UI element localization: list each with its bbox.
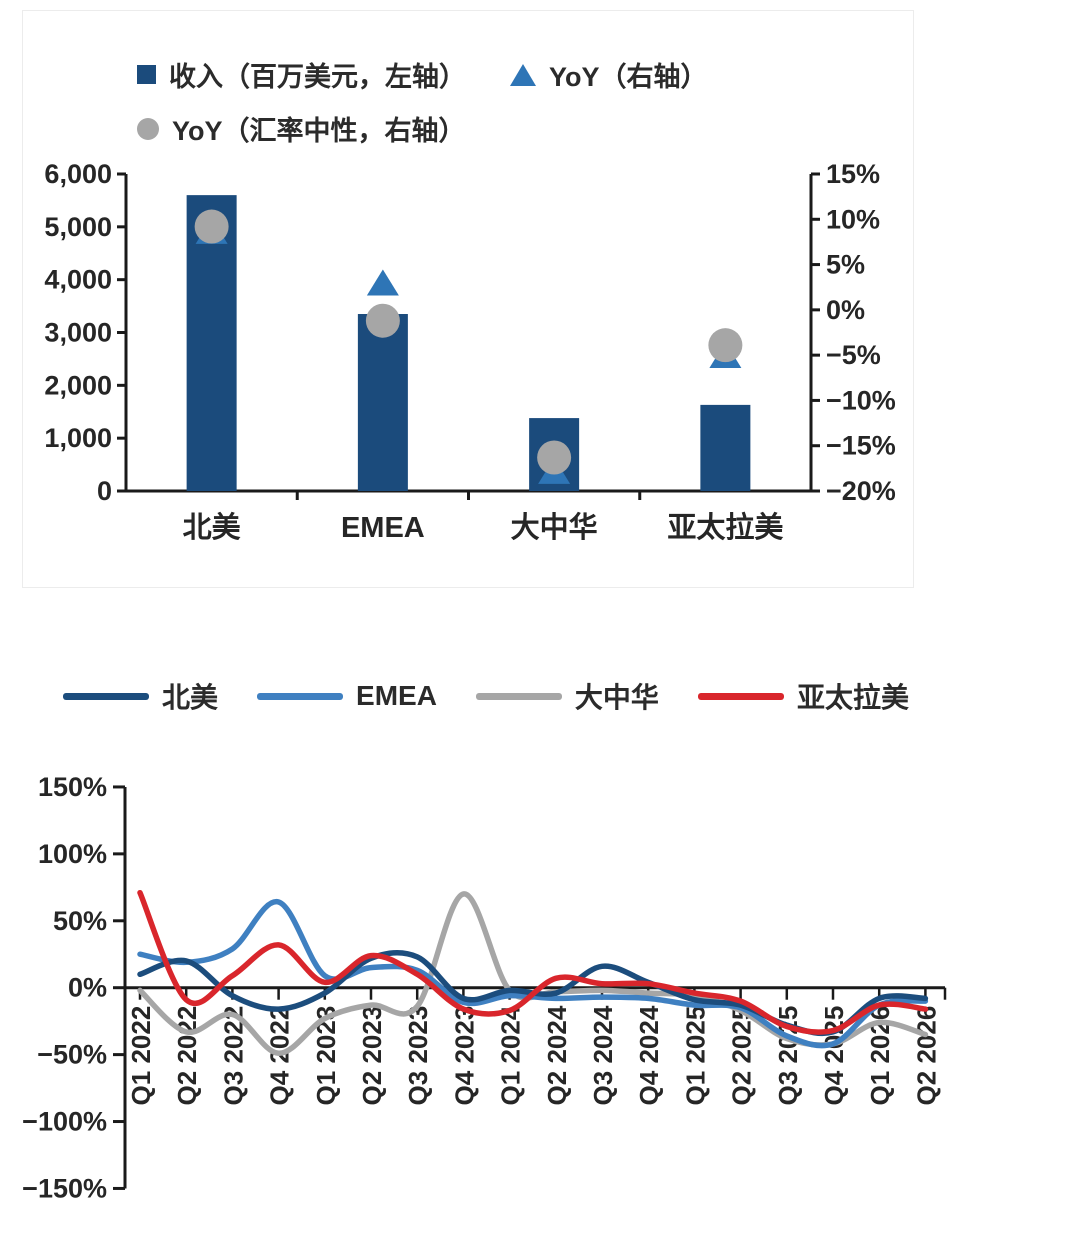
svg-text:Q4 2023: Q4 2023 <box>449 1006 479 1106</box>
legend-item-north-america: 北美 <box>63 676 218 716</box>
line-swatch-icon <box>475 692 562 700</box>
svg-text:Q1 2024: Q1 2024 <box>496 1005 526 1105</box>
bar-chart-legend-row-1: 收入（百万美元，左轴） YoY（右轴） <box>137 55 708 94</box>
circle-marker-icon <box>137 117 159 140</box>
svg-text:大中华: 大中华 <box>511 511 598 544</box>
svg-text:100%: 100% <box>38 839 107 869</box>
svg-text:Q3 2023: Q3 2023 <box>403 1006 433 1106</box>
legend-label-apac-latam: 亚太拉美 <box>796 682 909 713</box>
svg-text:Q3 2024: Q3 2024 <box>588 1005 618 1105</box>
svg-text:50%: 50% <box>53 906 107 936</box>
svg-text:EMEA: EMEA <box>341 512 425 544</box>
yoy-line-chart-panel: 北美 EMEA 大中华 亚太拉美 150% 100% 50% 0% −50% −100% −… <box>0 620 1080 1243</box>
svg-text:Q1 2022: Q1 2022 <box>126 1006 156 1106</box>
revenue-bar-chart: 0 1,000 2,000 3,000 4,000 5,000 6,000 15% 10% 5% 0… <box>44 159 896 544</box>
svg-text:0%: 0% <box>68 973 107 1003</box>
svg-text:−50%: −50% <box>37 1040 107 1070</box>
svg-text:Q2 2025: Q2 2025 <box>727 1006 757 1106</box>
svg-text:2,000: 2,000 <box>44 370 112 400</box>
legend-label-yoy-fx-neutral: YoY（汇率中性，右轴） <box>172 116 466 146</box>
legend-label-emea: EMEA <box>356 680 437 711</box>
triangle-marker-icon <box>510 63 536 86</box>
svg-text:1,000: 1,000 <box>44 423 112 453</box>
svg-text:6,000: 6,000 <box>44 159 112 189</box>
svg-text:Q2 2022: Q2 2022 <box>172 1006 202 1106</box>
line-chart-legend: 北美 EMEA 大中华 亚太拉美 <box>63 676 909 716</box>
svg-text:150%: 150% <box>38 772 107 802</box>
svg-text:−150%: −150% <box>22 1173 107 1203</box>
svg-text:Q2 2024: Q2 2024 <box>542 1005 572 1105</box>
legend-label-north-america: 北美 <box>162 682 219 713</box>
svg-text:−5%: −5% <box>826 340 881 370</box>
legend-label-yoy: YoY（右轴） <box>549 62 708 92</box>
bar-chart-legend: 收入（百万美元，左轴） YoY（右轴） YoY（汇率中性，右轴） <box>137 55 708 163</box>
revenue-bar-chart-panel: 收入（百万美元，左轴） YoY（右轴） YoY（汇率中性，右轴） 0 1,000 2… <box>22 10 914 588</box>
svg-text:0: 0 <box>97 476 112 506</box>
svg-text:亚太拉美: 亚太拉美 <box>667 510 783 544</box>
legend-item-yoy: YoY（右轴） <box>510 55 708 94</box>
bar-chart-legend-row-2: YoY（汇率中性，右轴） <box>137 109 708 148</box>
svg-text:Q4 2025: Q4 2025 <box>819 1006 849 1106</box>
legend-item-yoy-fx-neutral: YoY（汇率中性，右轴） <box>137 109 466 148</box>
yoy-line-chart: 150% 100% 50% 0% −50% −100% −150% Q1 2022 Q2 202… <box>22 772 947 1203</box>
line-swatch-icon <box>697 692 784 700</box>
legend-label-revenue: 收入（百万美元，左轴） <box>169 62 466 92</box>
svg-text:Q1 2025: Q1 2025 <box>680 1006 710 1106</box>
svg-text:−20%: −20% <box>826 476 896 506</box>
svg-text:3,000: 3,000 <box>44 318 112 348</box>
square-marker-icon <box>137 65 156 84</box>
legend-item-greater-china: 大中华 <box>475 676 659 716</box>
legend-item-revenue: 收入（百万美元，左轴） <box>137 55 466 94</box>
line-swatch-icon <box>257 692 344 700</box>
legend-label-greater-china: 大中华 <box>574 682 659 713</box>
svg-text:10%: 10% <box>826 204 880 234</box>
legend-item-emea: EMEA <box>257 680 437 712</box>
svg-text:Q2 2026: Q2 2026 <box>911 1006 941 1106</box>
svg-text:Q2 2023: Q2 2023 <box>357 1006 387 1106</box>
svg-text:0%: 0% <box>826 295 865 325</box>
legend-item-apac-latam: 亚太拉美 <box>697 676 909 716</box>
svg-text:−10%: −10% <box>826 385 896 415</box>
svg-text:5%: 5% <box>826 250 865 280</box>
svg-text:−100%: −100% <box>22 1107 107 1137</box>
svg-text:5,000: 5,000 <box>44 212 112 242</box>
svg-text:北美: 北美 <box>183 511 241 544</box>
svg-text:15%: 15% <box>826 159 880 189</box>
svg-text:Q4 2024: Q4 2024 <box>634 1005 664 1105</box>
svg-text:4,000: 4,000 <box>44 265 112 295</box>
line-swatch-icon <box>63 692 149 700</box>
svg-text:−15%: −15% <box>826 431 896 461</box>
